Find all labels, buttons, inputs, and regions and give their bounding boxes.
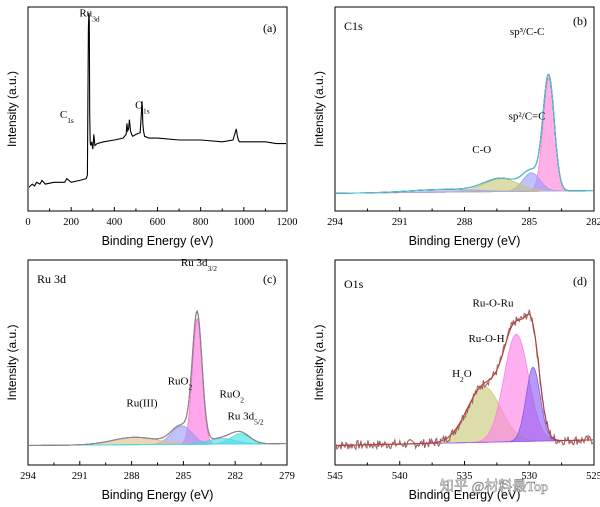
x-axis-title: Binding Energy (eV) — [102, 488, 214, 502]
x-tick-label: 1200 — [277, 217, 298, 228]
panel-title: Ru 3d — [37, 272, 66, 286]
peak-annotation: C-O — [472, 144, 491, 156]
x-tick-label: 800 — [193, 217, 209, 228]
plot-area — [29, 12, 286, 188]
peak-annotation: C1s — [60, 109, 74, 125]
peak-annotation: Ru-O-Ru — [473, 298, 514, 310]
panel-d: 545 540 535 530 525 Binding Energy (eV) Intens… — [312, 259, 600, 502]
x-tick-label: 285 — [521, 217, 537, 228]
x-tick-label: 291 — [392, 217, 408, 228]
peak-annotation: sp²/C=C — [509, 111, 546, 123]
x-tick-label: 540 — [392, 471, 408, 482]
series-line-fit-envelope — [29, 310, 286, 446]
y-axis-title: Intensity (a.u.) — [5, 324, 19, 400]
series-line-raw — [29, 310, 286, 446]
x-tick-label: 294 — [20, 471, 37, 482]
x-tick-label: 279 — [279, 471, 295, 482]
peak-annotation: RuO2 — [219, 388, 244, 404]
x-tick-label: 545 — [327, 471, 343, 482]
series-line-fit-envelope — [336, 313, 593, 446]
x-axis-title: Binding Energy (eV) — [102, 234, 214, 248]
x-tick-label: 1000 — [233, 217, 254, 228]
series-line-fit-envelope — [336, 73, 593, 194]
x-tick-label: 282 — [586, 217, 600, 228]
panel-label: (c) — [263, 272, 276, 286]
watermark-text: 知乎 @材料最Top — [440, 478, 548, 495]
x-tick-label: 288 — [124, 471, 140, 482]
y-axis-title: Intensity (a.u.) — [312, 324, 326, 400]
panel-a: 0 200 400 600 800 1000 1200 Binding Energy (eV)… — [5, 6, 298, 248]
panel-b: 294 291 288 285 282 Binding Energy (eV) Intens… — [312, 6, 600, 248]
peak-annotation: Ru 3d3/2 — [181, 257, 217, 273]
x-tick-label: 285 — [176, 471, 192, 482]
x-tick-label: 0 — [25, 217, 30, 228]
panel-title: O1s — [344, 277, 364, 291]
x-tick-label: 530 — [521, 471, 537, 482]
y-axis-title: Intensity (a.u.) — [312, 71, 326, 147]
x-axis-title: Binding Energy (eV) — [409, 488, 521, 502]
x-tick-label: 294 — [327, 217, 344, 228]
peak-area-h2o — [336, 386, 593, 446]
plot-area — [336, 73, 593, 194]
peak-area-ru-3d3-2 — [29, 317, 286, 446]
peak-annotation: Ru3d — [79, 8, 100, 24]
peak-annotation: Ru-O-H — [468, 333, 504, 345]
peak-annotation: O1s — [135, 100, 150, 116]
x-tick-label: 200 — [63, 217, 79, 228]
peak-annotation: Ru 3d5/2 — [227, 411, 263, 427]
plot-area — [29, 310, 286, 446]
plot-frame — [27, 259, 288, 466]
peak-annotation: sp³/C-C — [510, 26, 544, 38]
peak-annotation: Ru(III) — [126, 398, 157, 410]
x-axis-title: Binding Energy (eV) — [409, 234, 521, 248]
x-tick-label: 600 — [150, 217, 166, 228]
panel-label: (b) — [573, 14, 587, 28]
peak-annotation: H2O — [452, 368, 472, 384]
y-axis-title: Intensity (a.u.) — [5, 71, 19, 147]
panel-label: (a) — [263, 21, 276, 35]
plot-area — [336, 309, 593, 451]
panel-c: 294 291 288 285 282 279 Binding Energy (eV) Int… — [5, 257, 295, 502]
panel-label: (d) — [573, 274, 587, 288]
x-tick-label: 535 — [457, 471, 473, 482]
x-tick-label: 291 — [72, 471, 88, 482]
x-tick-label: 525 — [586, 471, 600, 482]
peak-area-ruo2-3d5-2- — [29, 438, 286, 446]
panel-title: C1s — [344, 19, 363, 33]
x-tick-label: 282 — [227, 471, 243, 482]
x-tick-label: 288 — [457, 217, 473, 228]
series-line-survey — [29, 12, 286, 188]
x-tick-label: 400 — [106, 217, 122, 228]
peak-annotation: RuO2 — [168, 375, 193, 391]
